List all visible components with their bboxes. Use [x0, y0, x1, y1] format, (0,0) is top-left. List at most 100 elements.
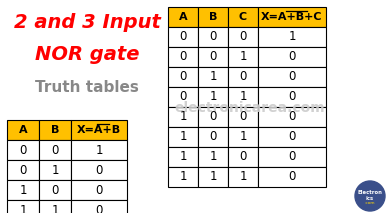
Text: .com: .com	[365, 200, 375, 204]
Text: 1: 1	[51, 203, 59, 213]
Text: 0: 0	[51, 144, 59, 157]
Text: B: B	[209, 12, 217, 22]
Bar	[198, 27, 228, 47]
Text: 1: 1	[209, 71, 217, 83]
Text: 0: 0	[239, 111, 247, 124]
Bar	[39, 180, 71, 200]
Text: 0: 0	[51, 184, 59, 197]
Bar	[228, 147, 258, 167]
Bar	[39, 140, 71, 160]
Text: 0: 0	[95, 203, 103, 213]
Bar	[258, 7, 326, 27]
Bar	[228, 67, 258, 87]
Text: 1: 1	[19, 203, 27, 213]
Text: 1: 1	[209, 91, 217, 104]
Text: 0: 0	[19, 164, 27, 177]
Bar	[71, 180, 127, 200]
Bar	[7, 200, 39, 213]
Bar	[39, 160, 71, 180]
Text: 0: 0	[239, 30, 247, 43]
Bar	[228, 167, 258, 187]
Bar	[71, 200, 127, 213]
Bar	[228, 87, 258, 107]
Bar	[198, 87, 228, 107]
Bar	[7, 180, 39, 200]
Bar	[39, 120, 71, 140]
Text: 1: 1	[95, 144, 103, 157]
Bar	[168, 67, 198, 87]
Text: B: B	[51, 125, 59, 135]
Text: 1: 1	[209, 151, 217, 164]
Text: X=A+B+C: X=A+B+C	[261, 12, 323, 22]
Text: 0: 0	[239, 151, 247, 164]
Text: 0: 0	[179, 30, 187, 43]
Text: 1: 1	[239, 50, 247, 63]
Text: 1: 1	[179, 111, 187, 124]
Text: 0: 0	[209, 50, 217, 63]
Text: 0: 0	[95, 184, 103, 197]
Bar	[228, 47, 258, 67]
Text: 1: 1	[239, 91, 247, 104]
Bar	[7, 140, 39, 160]
Bar	[258, 127, 326, 147]
Text: 0: 0	[288, 50, 296, 63]
Text: 0: 0	[209, 111, 217, 124]
Bar	[168, 127, 198, 147]
Bar	[168, 27, 198, 47]
Bar	[258, 107, 326, 127]
Bar	[71, 160, 127, 180]
Text: 0: 0	[288, 111, 296, 124]
Bar	[7, 160, 39, 180]
Bar	[7, 120, 39, 140]
Text: 1: 1	[209, 170, 217, 184]
Text: 1: 1	[51, 164, 59, 177]
Text: 0: 0	[239, 71, 247, 83]
Bar	[168, 87, 198, 107]
Text: 0: 0	[19, 144, 27, 157]
Text: NOR gate: NOR gate	[35, 46, 139, 65]
Text: 0: 0	[288, 71, 296, 83]
Bar	[168, 47, 198, 67]
Text: 2 and 3 Input: 2 and 3 Input	[14, 13, 160, 32]
Text: 0: 0	[209, 131, 217, 144]
Text: 1: 1	[239, 131, 247, 144]
Bar	[198, 7, 228, 27]
Bar	[258, 87, 326, 107]
Bar	[228, 7, 258, 27]
Text: electronicarea.com: electronicarea.com	[175, 101, 325, 115]
Bar	[258, 47, 326, 67]
Text: 0: 0	[179, 50, 187, 63]
Text: A: A	[19, 125, 27, 135]
Text: 0: 0	[288, 170, 296, 184]
Text: C: C	[239, 12, 247, 22]
Text: 0: 0	[95, 164, 103, 177]
Text: 0: 0	[209, 30, 217, 43]
Bar	[198, 67, 228, 87]
Bar	[198, 147, 228, 167]
Bar	[168, 107, 198, 127]
Bar	[228, 107, 258, 127]
Text: 1: 1	[19, 184, 27, 197]
Text: 1: 1	[288, 30, 296, 43]
Text: Truth tables: Truth tables	[35, 81, 139, 95]
Text: ics: ics	[366, 196, 374, 200]
Bar	[168, 147, 198, 167]
Text: 1: 1	[179, 170, 187, 184]
Text: 0: 0	[288, 91, 296, 104]
Text: 1: 1	[179, 151, 187, 164]
Text: 0: 0	[288, 151, 296, 164]
Bar	[71, 140, 127, 160]
Bar	[198, 167, 228, 187]
Bar	[228, 127, 258, 147]
Bar	[71, 120, 127, 140]
Text: 1: 1	[179, 131, 187, 144]
Bar	[168, 167, 198, 187]
Bar	[198, 47, 228, 67]
Bar	[198, 127, 228, 147]
Text: 0: 0	[179, 91, 187, 104]
Bar	[198, 107, 228, 127]
Bar	[258, 147, 326, 167]
Text: Electron: Electron	[357, 190, 382, 196]
Bar	[258, 67, 326, 87]
Circle shape	[355, 181, 385, 211]
